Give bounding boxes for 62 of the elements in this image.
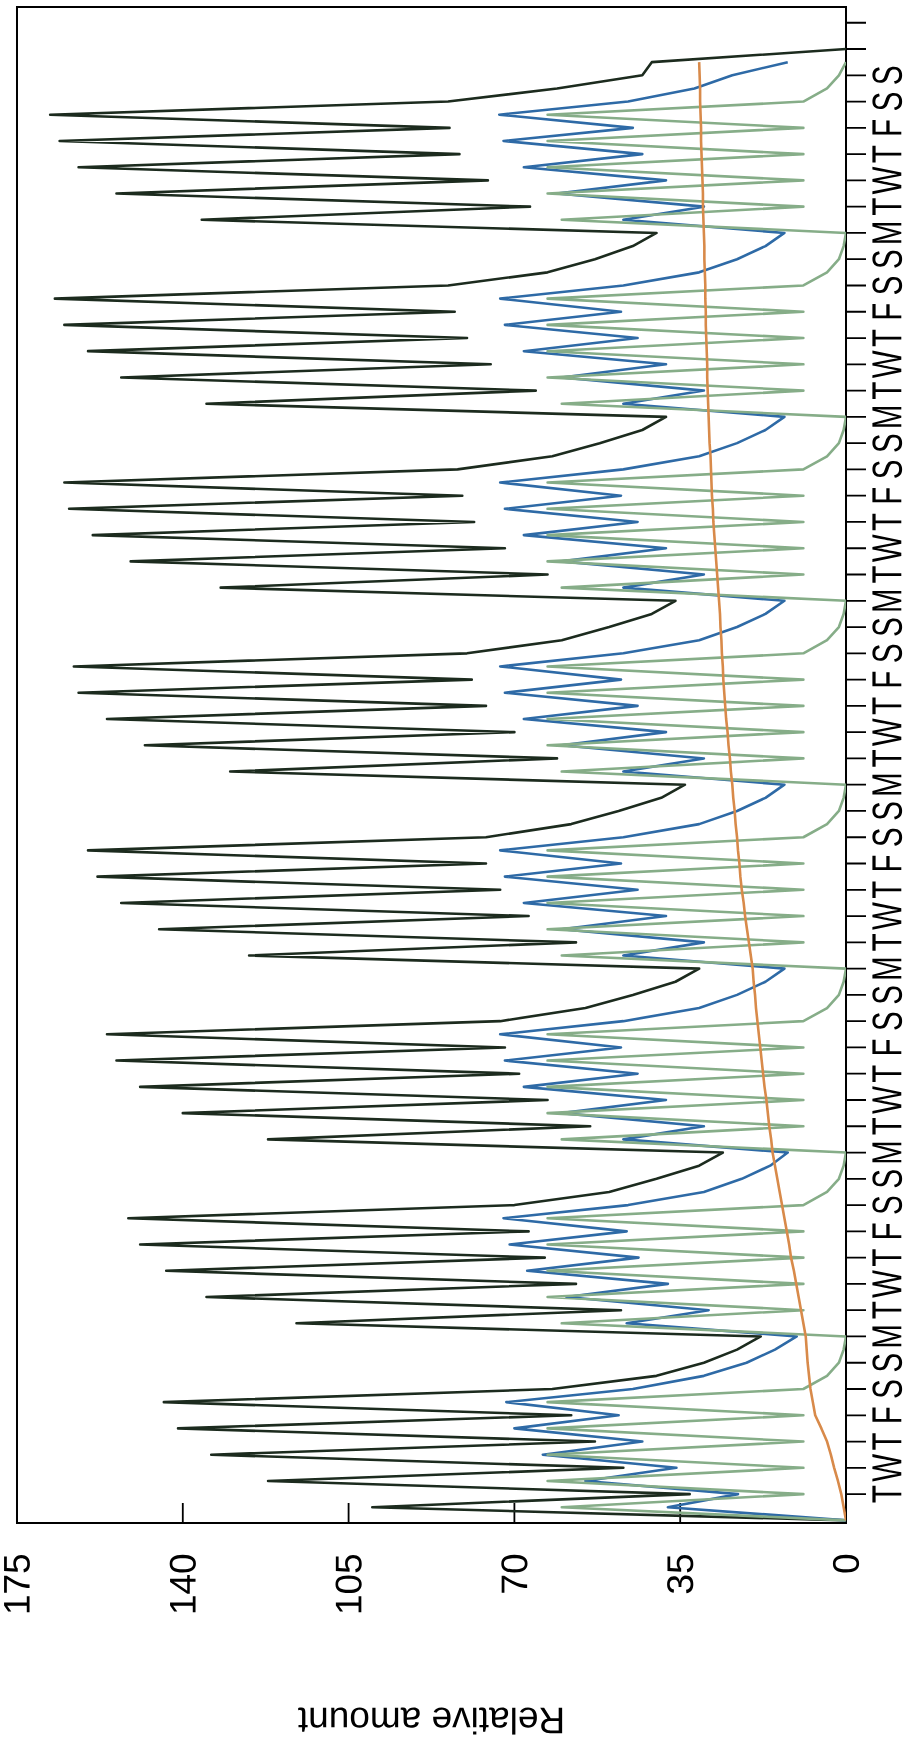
y-tick-label: T (872, 382, 902, 399)
y-tick-label: S (872, 1196, 903, 1214)
x-tick-label: 175 (4, 1554, 30, 1613)
y-tick-label: S (872, 1354, 903, 1372)
y-tick-label: M (872, 1142, 902, 1163)
y-tick-label: T (872, 881, 902, 899)
x-axis-title: Relative amount (298, 1707, 563, 1735)
x-tick-label: 105 (335, 1554, 362, 1613)
y-tick-label: W (872, 1454, 902, 1482)
y-tick-label: F (872, 1223, 902, 1238)
y-tick-label: S (872, 986, 903, 1004)
y-tick-label: T (872, 145, 902, 163)
y-tick-label: M (872, 407, 902, 427)
y-tick-label: M (872, 590, 902, 611)
x-tick-label: 35 (667, 1554, 694, 1594)
y-tick-label: T (872, 198, 902, 215)
y-tick-label: F (872, 303, 902, 319)
y-tick-label: M (872, 774, 902, 795)
y-tick-label: F (872, 1407, 902, 1422)
y-tick-label: T (872, 750, 902, 767)
y-tick-label: S (872, 93, 903, 111)
y-tick-label: T (872, 934, 902, 951)
y-tick-label: T (872, 329, 902, 347)
y-tick-label: S (872, 618, 903, 636)
y-tick-label: F (872, 1039, 902, 1054)
y-tick-label: S (872, 1380, 903, 1398)
y-tick-label: S (872, 434, 903, 452)
y-tick-label: S (872, 1170, 903, 1188)
y-tick-label: F (872, 120, 902, 135)
y-tick-label: S (872, 1012, 903, 1030)
y-tick-label: S (872, 250, 903, 268)
y-tick-label: S (872, 802, 903, 820)
y-tick-label: F (872, 855, 902, 871)
y-tick-label: T (872, 1301, 902, 1319)
y-tick-label: T (872, 513, 902, 531)
y-tick-label: T (872, 1117, 902, 1135)
y-tick-label: W (872, 534, 902, 562)
y-tick-label: S (872, 644, 903, 662)
y-tick-label: M (872, 223, 902, 243)
y-tick-label: W (872, 718, 902, 746)
y-tick-label: S (872, 66, 903, 84)
y-tick-label: W (872, 166, 902, 195)
y-tick-label: W (872, 902, 902, 930)
y-tick-label: W (872, 350, 902, 379)
y-tick-label: S (872, 828, 903, 846)
y-tick-label: T (872, 1433, 902, 1450)
y-tick-label: T (872, 1065, 902, 1083)
y-tick-label: T (872, 697, 902, 715)
y-tick-label: S (872, 460, 903, 478)
y-tick-label: S (872, 277, 903, 294)
y-tick-label: T (872, 1485, 902, 1503)
x-tick-label: 140 (169, 1554, 196, 1613)
x-tick-label: 0 (832, 1554, 860, 1573)
x-tick-label: 70 (501, 1554, 528, 1593)
y-tick-label: W (872, 1086, 902, 1114)
y-tick-label: T (872, 1249, 902, 1266)
y-tick-label: M (872, 1326, 902, 1347)
y-tick-label: F (872, 671, 902, 687)
y-tick-label: T (872, 566, 902, 583)
y-tick-label: M (872, 958, 902, 979)
y-tick-label: W (872, 1270, 902, 1298)
y-tick-label: F (872, 487, 902, 503)
